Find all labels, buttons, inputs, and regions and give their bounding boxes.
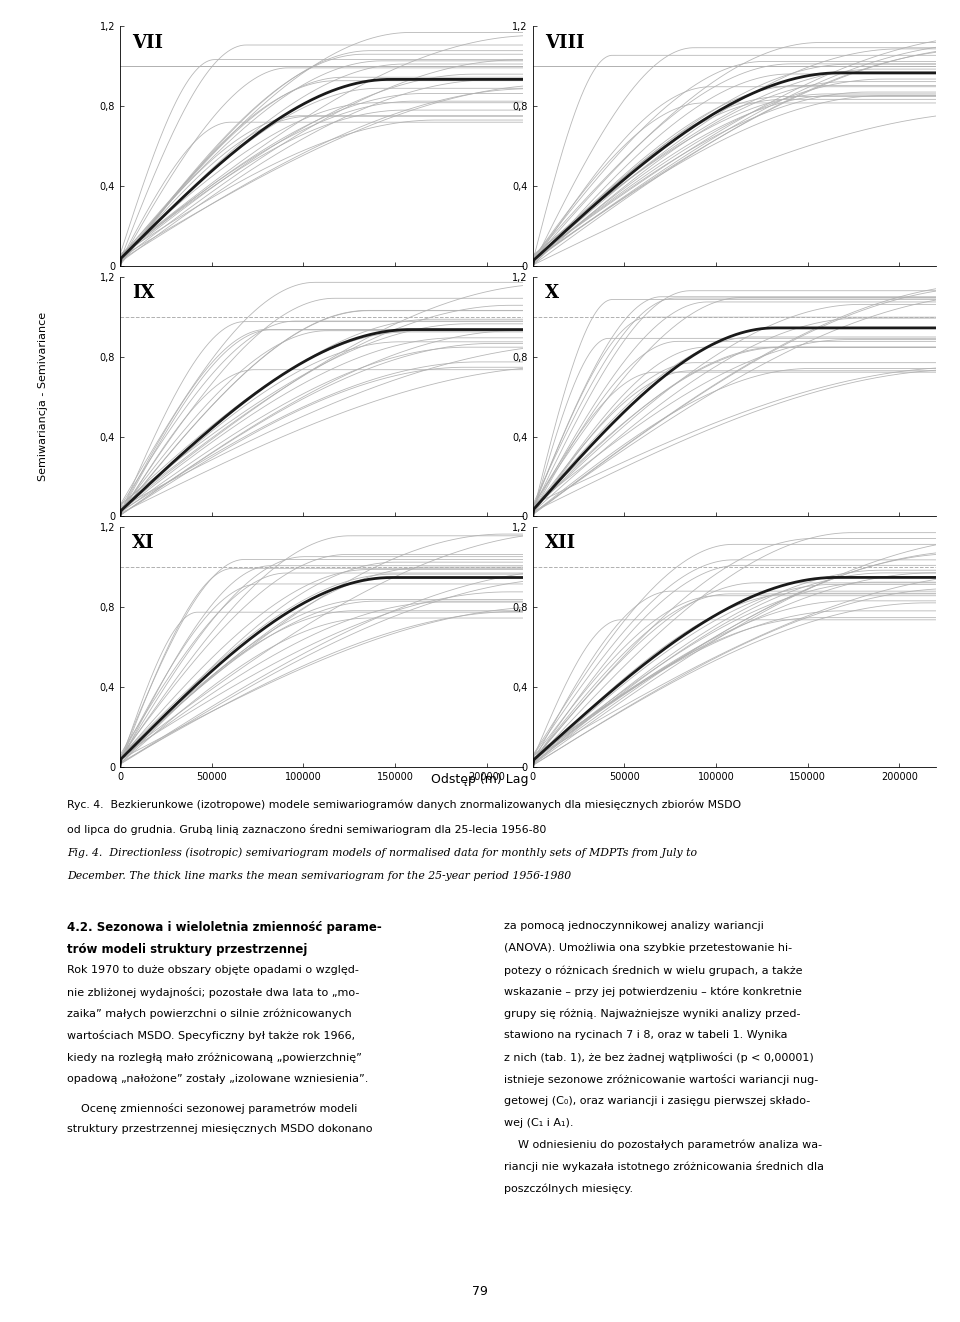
Text: IX: IX (132, 284, 155, 301)
Text: W odniesieniu do pozostałych parametrów analiza wa-: W odniesieniu do pozostałych parametrów … (504, 1140, 822, 1150)
Text: VII: VII (132, 33, 163, 52)
Text: trów modeli struktury przestrzennej: trów modeli struktury przestrzennej (67, 944, 307, 956)
Text: od lipca do grudnia. Grubą linią zaznaczono średni semiwariogram dla 25-lecia 19: od lipca do grudnia. Grubą linią zaznacz… (67, 824, 546, 834)
Text: potezy o różnicach średnich w wielu grupach, a także: potezy o różnicach średnich w wielu grup… (504, 965, 803, 976)
Text: XI: XI (132, 534, 155, 553)
Text: Semiwariancja - Semivariance: Semiwariancja - Semivariance (38, 312, 48, 481)
Text: Rok 1970 to duże obszary objęte opadami o względ-: Rok 1970 to duże obszary objęte opadami … (67, 965, 359, 976)
Text: zaika” małych powierzchni o silnie zróżnicowanych: zaika” małych powierzchni o silnie zróżn… (67, 1009, 352, 1019)
Text: Ryc. 4.  Bezkierunkowe (izotropowe) modele semiwariogramów danych znormalizowany: Ryc. 4. Bezkierunkowe (izotropowe) model… (67, 800, 741, 810)
Text: December. The thick line marks the mean semivariogram for the 25-year period 195: December. The thick line marks the mean … (67, 871, 571, 882)
Text: XII: XII (545, 534, 576, 553)
Text: wej (C₁ i A₁).: wej (C₁ i A₁). (504, 1118, 573, 1128)
Text: opadową „nałożone” zostały „izolowane wzniesienia”.: opadową „nałożone” zostały „izolowane wz… (67, 1075, 369, 1084)
Text: poszczólnych miesięcy.: poszczólnych miesięcy. (504, 1183, 634, 1194)
Text: Fig. 4.  Directionless (isotropic) semivariogram models of normalised data for m: Fig. 4. Directionless (isotropic) semiva… (67, 847, 697, 858)
Text: z nich (tab. 1), że bez żadnej wątpliwości (p < 0,00001): z nich (tab. 1), że bez żadnej wątpliwoś… (504, 1052, 814, 1063)
Text: Odstęp (m) Lag: Odstęp (m) Lag (431, 773, 529, 787)
Text: kiedy na rozległą mało zróżnicowaną „powierzchnię”: kiedy na rozległą mało zróżnicowaną „pow… (67, 1052, 362, 1063)
Text: 4.2. Sezonowa i wieloletnia zmienność parame-: 4.2. Sezonowa i wieloletnia zmienność pa… (67, 921, 382, 935)
Text: stawiono na rycinach 7 i 8, oraz w tabeli 1. Wynika: stawiono na rycinach 7 i 8, oraz w tabel… (504, 1031, 787, 1040)
Text: nie zbliżonej wydajności; pozostałe dwa lata to „mo-: nie zbliżonej wydajności; pozostałe dwa … (67, 988, 360, 998)
Text: (ANOVA). Umożliwia ona szybkie przetestowanie hi-: (ANOVA). Umożliwia ona szybkie przetesto… (504, 944, 792, 953)
Text: riancji nie wykazała istotnego zróżnicowania średnich dla: riancji nie wykazała istotnego zróżnicow… (504, 1162, 824, 1173)
Text: istnieje sezonowe zróżnicowanie wartości wariancji nug-: istnieje sezonowe zróżnicowanie wartości… (504, 1075, 818, 1085)
Text: getowej (C₀), oraz wariancji i zasięgu pierwszej składo-: getowej (C₀), oraz wariancji i zasięgu p… (504, 1096, 810, 1107)
Text: struktury przestrzennej miesięcznych MSDO dokonano: struktury przestrzennej miesięcznych MSD… (67, 1125, 372, 1134)
Text: 79: 79 (472, 1285, 488, 1298)
Text: Ocenę zmienności sezonowej parametrów modeli: Ocenę zmienności sezonowej parametrów mo… (67, 1103, 357, 1113)
Text: X: X (545, 284, 559, 301)
Text: wskazanie – przy jej potwierdzeniu – które konkretnie: wskazanie – przy jej potwierdzeniu – któ… (504, 988, 802, 997)
Text: grupy się różnią. Najważniejsze wyniki analizy przed-: grupy się różnią. Najważniejsze wyniki a… (504, 1009, 801, 1019)
Text: wartościach MSDO. Specyficzny był także rok 1966,: wartościach MSDO. Specyficzny był także … (67, 1031, 355, 1042)
Text: VIII: VIII (545, 33, 585, 52)
Text: za pomocą jednoczynnikowej analizy wariancji: za pomocą jednoczynnikowej analizy waria… (504, 921, 764, 932)
